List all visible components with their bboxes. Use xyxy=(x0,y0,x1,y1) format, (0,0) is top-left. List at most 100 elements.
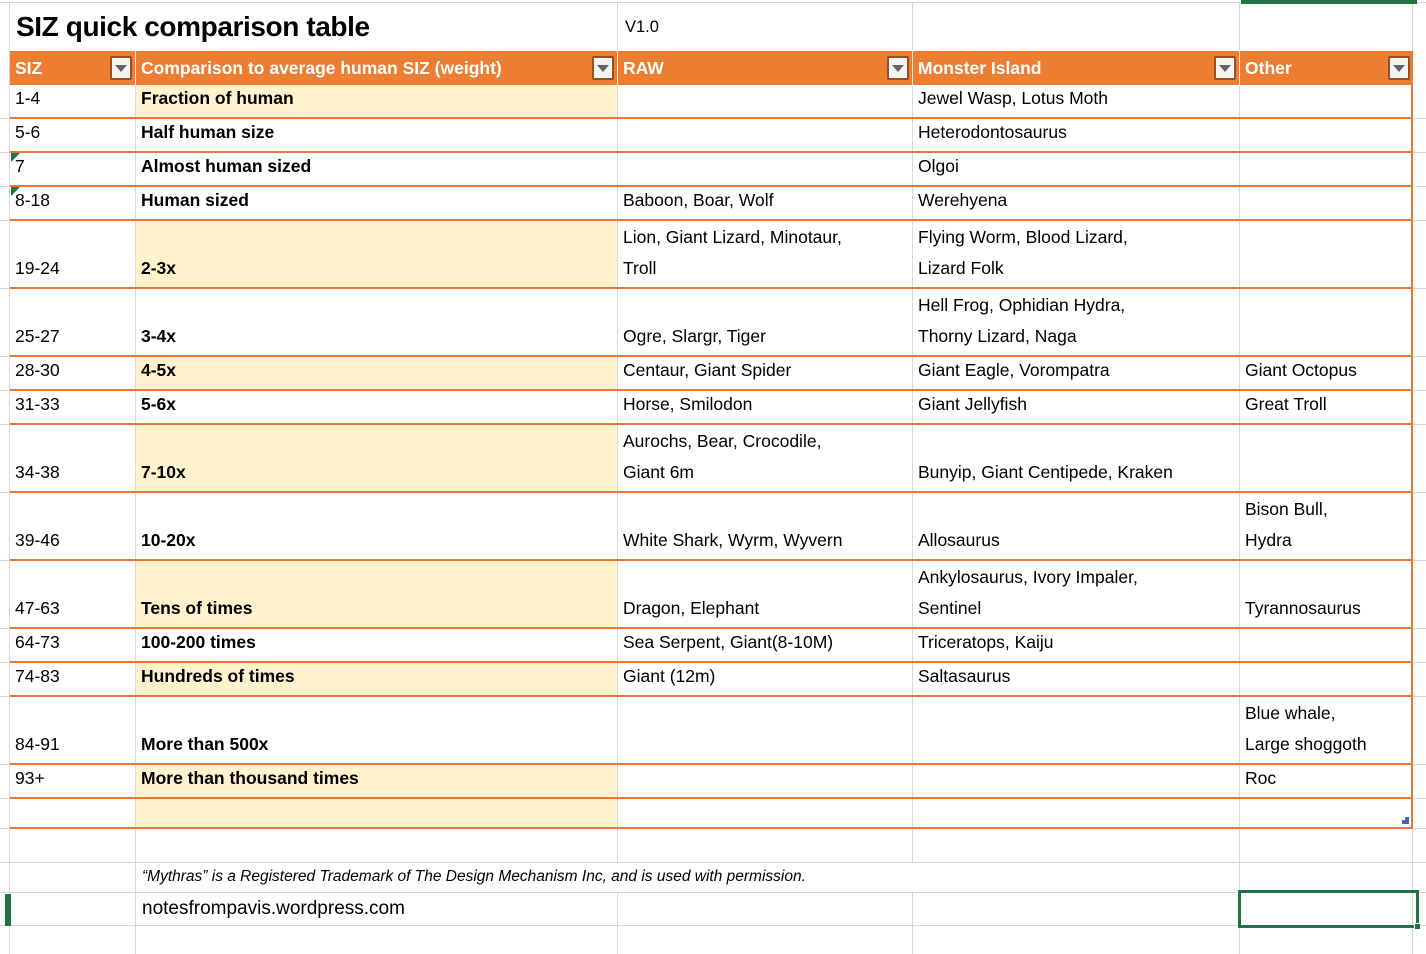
empty-cell[interactable] xyxy=(618,926,913,954)
cell-comparison[interactable] xyxy=(136,799,618,827)
cell-raw[interactable] xyxy=(618,85,913,117)
cell-siz[interactable]: 5-6 xyxy=(10,119,136,151)
cell-monster_island[interactable]: Triceratops, Kaiju xyxy=(913,629,1240,661)
cell-comparison[interactable]: 10-20x xyxy=(136,493,618,559)
cell-raw[interactable]: Sea Serpent, Giant(8-10M) xyxy=(618,629,913,661)
cell-siz[interactable]: 34-38 xyxy=(10,425,136,491)
cell-siz[interactable]: 28-30 xyxy=(10,357,136,389)
empty-cell[interactable] xyxy=(913,3,1240,51)
cell-raw[interactable]: Ogre, Slargr, Tiger xyxy=(618,289,913,355)
cell-other[interactable]: Blue whale, Large shoggoth xyxy=(1240,697,1413,763)
filter-button-comparison[interactable] xyxy=(592,56,614,80)
empty-cell[interactable] xyxy=(1240,926,1413,954)
cell-siz[interactable]: 1-4 xyxy=(10,85,136,117)
cell-raw[interactable] xyxy=(618,765,913,797)
cell-monster_island[interactable]: Saltasaurus xyxy=(913,663,1240,695)
cell-other[interactable]: Tyrannosaurus xyxy=(1240,561,1413,627)
cell-siz[interactable] xyxy=(10,799,136,827)
cell-other[interactable] xyxy=(1240,289,1413,355)
cell-raw[interactable]: White Shark, Wyrm, Wyvern xyxy=(618,493,913,559)
empty-cell[interactable] xyxy=(10,926,136,954)
empty-cell[interactable] xyxy=(1240,863,1413,892)
column-header-comparison[interactable]: Comparison to average human SIZ (weight) xyxy=(136,51,618,85)
cell-raw[interactable]: Aurochs, Bear, Crocodile, Giant 6m xyxy=(618,425,913,491)
cell-comparison[interactable]: 5-6x xyxy=(136,391,618,423)
cell-monster_island[interactable]: Ankylosaurus, Ivory Impaler, Sentinel xyxy=(913,561,1240,627)
cell-monster_island[interactable]: Heterodontosaurus xyxy=(913,119,1240,151)
cell-siz[interactable]: 74-83 xyxy=(10,663,136,695)
empty-cell[interactable] xyxy=(136,829,618,862)
cell-raw[interactable]: Horse, Smilodon xyxy=(618,391,913,423)
cell-siz[interactable]: 19-24 xyxy=(10,221,136,287)
empty-cell[interactable] xyxy=(10,863,136,892)
cell-raw[interactable] xyxy=(618,697,913,763)
cell-monster_island[interactable]: Hell Frog, Ophidian Hydra, Thorny Lizard… xyxy=(913,289,1240,355)
empty-cell[interactable] xyxy=(136,926,618,954)
cell-siz[interactable]: 7 xyxy=(10,153,136,185)
empty-cell[interactable] xyxy=(618,893,913,925)
cell-siz[interactable]: 8-18 xyxy=(10,187,136,219)
cell-other[interactable] xyxy=(1240,221,1413,287)
cell-comparison[interactable]: 7-10x xyxy=(136,425,618,491)
cell-comparison[interactable]: Fraction of human xyxy=(136,85,618,117)
cell-raw[interactable]: Centaur, Giant Spider xyxy=(618,357,913,389)
filter-button-siz[interactable] xyxy=(110,56,132,80)
cell-comparison[interactable]: Human sized xyxy=(136,187,618,219)
empty-cell[interactable] xyxy=(1240,829,1413,862)
cell-siz[interactable]: 64-73 xyxy=(10,629,136,661)
cell-other[interactable] xyxy=(1240,85,1413,117)
version-label[interactable]: V1.0 xyxy=(618,3,913,51)
cell-monster_island[interactable] xyxy=(913,799,1240,827)
cell-monster_island[interactable]: Olgoi xyxy=(913,153,1240,185)
column-header-raw[interactable]: RAW xyxy=(618,51,913,85)
cell-other[interactable] xyxy=(1240,153,1413,185)
empty-cell[interactable] xyxy=(10,829,136,862)
cell-other[interactable]: Great Troll xyxy=(1240,391,1413,423)
cell-monster_island[interactable] xyxy=(913,697,1240,763)
cell-raw[interactable] xyxy=(618,119,913,151)
cell-other[interactable] xyxy=(1240,799,1413,827)
empty-cell[interactable] xyxy=(913,893,1240,925)
cell-siz[interactable]: 47-63 xyxy=(10,561,136,627)
filter-button-monster_island[interactable] xyxy=(1214,56,1236,80)
filter-button-other[interactable] xyxy=(1388,56,1410,80)
cell-comparison[interactable]: Tens of times xyxy=(136,561,618,627)
cell-siz[interactable]: 39-46 xyxy=(10,493,136,559)
cell-other[interactable] xyxy=(1240,425,1413,491)
selected-cell[interactable] xyxy=(1240,893,1413,925)
cell-monster_island[interactable]: Werehyena xyxy=(913,187,1240,219)
empty-cell[interactable] xyxy=(913,926,1240,954)
cell-comparison[interactable]: 2-3x xyxy=(136,221,618,287)
cell-monster_island[interactable]: Allosaurus xyxy=(913,493,1240,559)
cell-other[interactable] xyxy=(1240,629,1413,661)
cell-monster_island[interactable]: Jewel Wasp, Lotus Moth xyxy=(913,85,1240,117)
trademark-notice[interactable]: “Mythras” is a Registered Trademark of T… xyxy=(136,863,1240,892)
cell-comparison[interactable]: 3-4x xyxy=(136,289,618,355)
cell-comparison[interactable]: Almost human sized xyxy=(136,153,618,185)
fill-handle[interactable] xyxy=(1414,923,1421,930)
cell-monster_island[interactable] xyxy=(913,765,1240,797)
cell-siz[interactable]: 93+ xyxy=(10,765,136,797)
column-header-monster_island[interactable]: Monster Island xyxy=(913,51,1240,85)
cell-comparison[interactable]: Half human size xyxy=(136,119,618,151)
cell-siz[interactable]: 84-91 xyxy=(10,697,136,763)
cell-raw[interactable] xyxy=(618,799,913,827)
cell-raw[interactable]: Dragon, Elephant xyxy=(618,561,913,627)
website-link[interactable]: notesfrompavis.wordpress.com xyxy=(136,893,618,925)
cell-comparison[interactable]: 100-200 times xyxy=(136,629,618,661)
cell-monster_island[interactable]: Giant Eagle, Vorompatra xyxy=(913,357,1240,389)
cell-siz[interactable]: 31-33 xyxy=(10,391,136,423)
cell-other[interactable]: Roc xyxy=(1240,765,1413,797)
cell-raw[interactable] xyxy=(618,153,913,185)
table-resize-handle-icon[interactable] xyxy=(1402,817,1409,824)
cell-comparison[interactable]: More than 500x xyxy=(136,697,618,763)
cell-siz[interactable]: 25-27 xyxy=(10,289,136,355)
cell-monster_island[interactable]: Bunyip, Giant Centipede, Kraken xyxy=(913,425,1240,491)
cell-other[interactable] xyxy=(1240,119,1413,151)
filter-button-raw[interactable] xyxy=(887,56,909,80)
cell-comparison[interactable]: More than thousand times xyxy=(136,765,618,797)
cell-other[interactable] xyxy=(1240,663,1413,695)
empty-cell[interactable] xyxy=(10,893,136,925)
empty-cell[interactable] xyxy=(618,829,913,862)
empty-cell[interactable] xyxy=(1240,3,1413,51)
